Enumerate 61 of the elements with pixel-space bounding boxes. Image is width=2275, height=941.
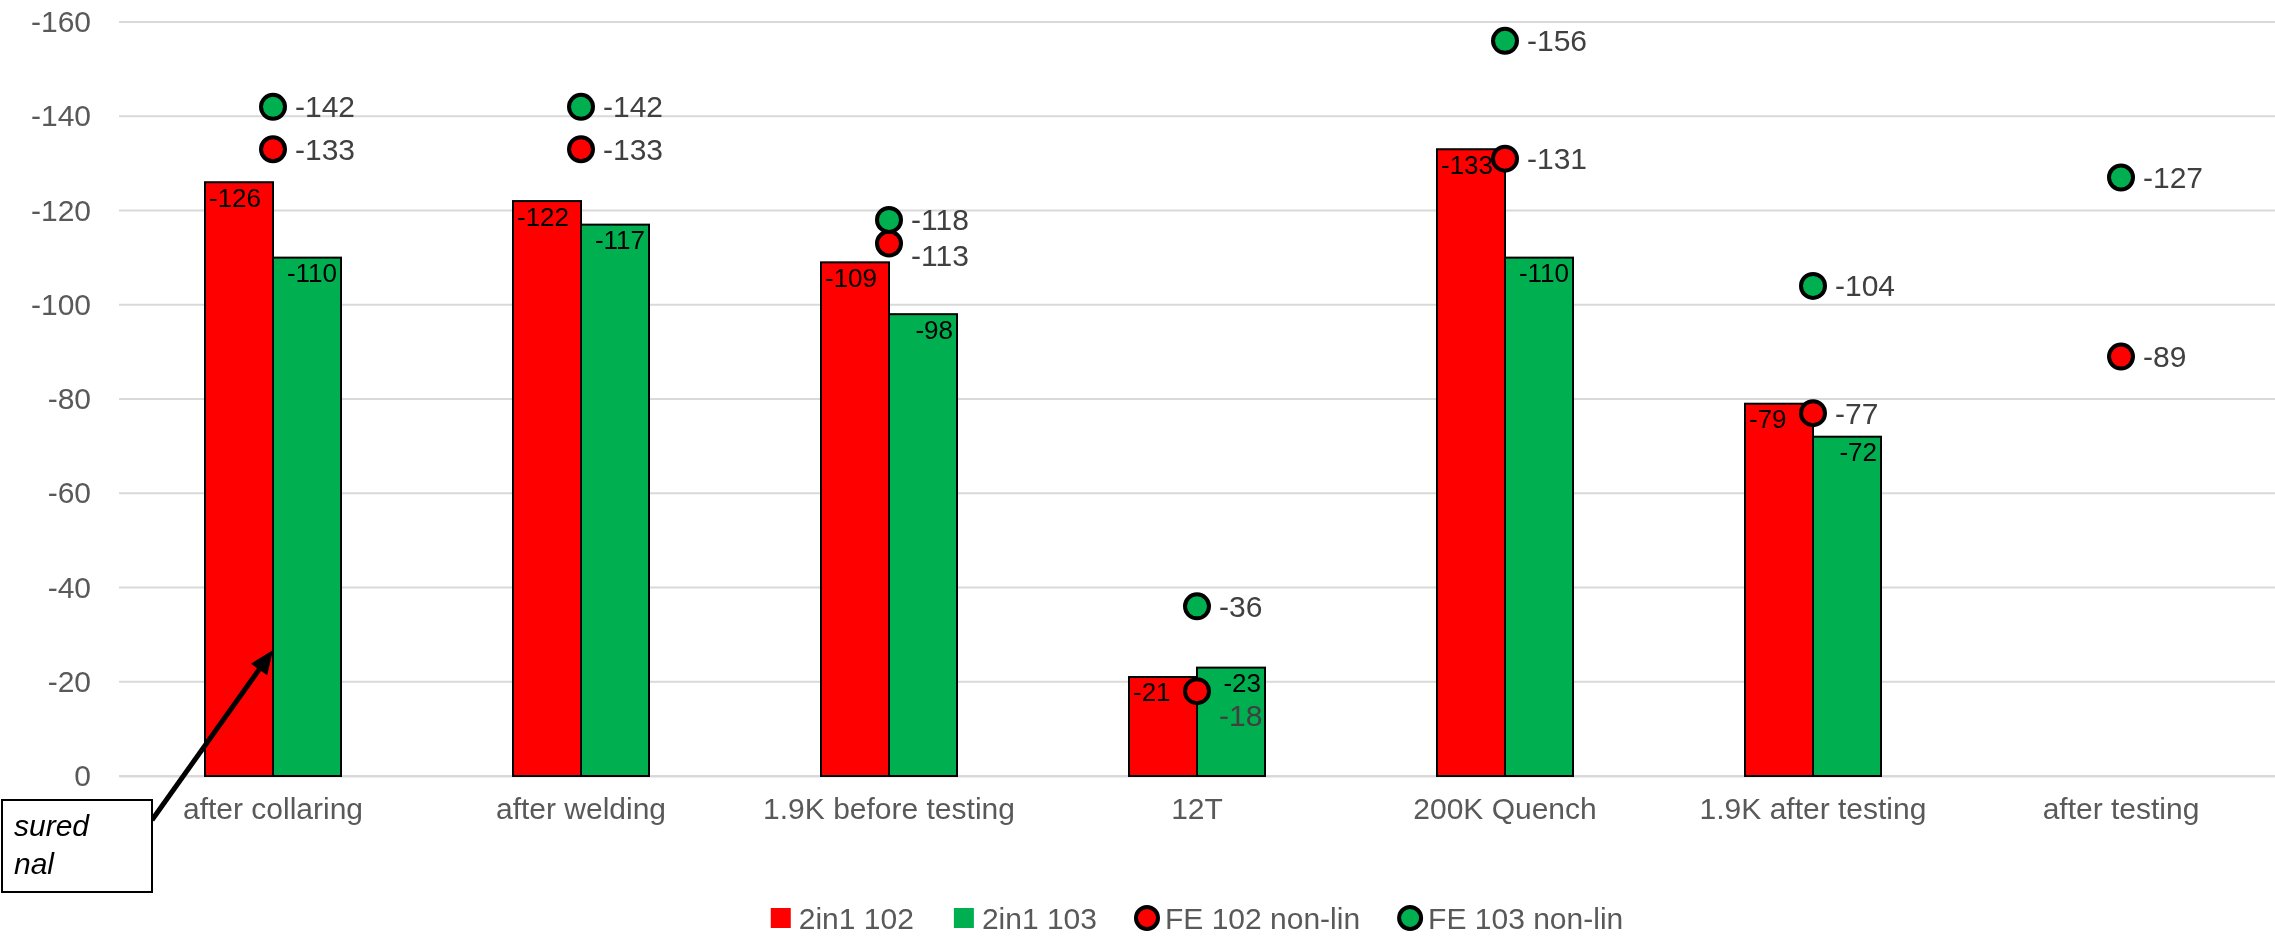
y-tick-label: -60 <box>47 476 91 510</box>
x-tick-label: 1.9K before testing <box>763 792 1015 826</box>
x-tick-label: after collaring <box>182 792 364 826</box>
data-label: -79 <box>1749 404 1787 435</box>
data-label: -77 <box>1835 396 1879 430</box>
data-label: -21 <box>1133 677 1171 708</box>
data-label: -89 <box>2143 340 2187 374</box>
data-label: -113 <box>911 239 969 273</box>
point <box>2107 163 2135 192</box>
x-tick-label: 200K Quench <box>1413 792 1597 826</box>
data-label: -156 <box>1527 24 1588 58</box>
text: sured nal <box>14 809 91 880</box>
data-label: -109 <box>825 262 878 293</box>
y-tick-label: -160 <box>30 5 91 39</box>
data-label: -142 <box>603 90 664 124</box>
data-label: -117 <box>594 225 645 256</box>
data-label: -131 <box>1527 142 1588 176</box>
point <box>875 229 903 258</box>
data-label: -18 <box>1219 699 1263 733</box>
legend-label: 2in1 102 <box>798 901 914 935</box>
data-label: -133 <box>603 132 664 166</box>
legend-label: FE 102 non-lin <box>1164 901 1361 935</box>
point <box>1799 271 1827 300</box>
x-tick-label: 1.9K after testing <box>1699 792 1927 826</box>
point <box>1799 399 1827 428</box>
point <box>259 92 287 121</box>
data-label: -36 <box>1219 589 1263 623</box>
point <box>875 205 903 234</box>
data-label: -126 <box>209 182 262 213</box>
data-label: -98 <box>915 314 953 345</box>
data-label: -110 <box>1518 258 1569 289</box>
y-tick-label: -80 <box>47 382 91 416</box>
x-tick-label: 12T <box>1171 792 1223 826</box>
y-tick-label: 0 <box>74 759 91 793</box>
data-label: -72 <box>1839 437 1877 468</box>
data-label: -104 <box>1835 269 1896 303</box>
data-label: -122 <box>517 201 570 232</box>
point <box>1491 26 1519 55</box>
legend-label: FE 103 non-lin <box>1428 901 1624 935</box>
point <box>259 135 287 164</box>
y-tick-label: -20 <box>47 664 91 698</box>
x-tick-label: after testing <box>2042 792 2200 826</box>
data-label: -133 <box>1441 149 1494 180</box>
point <box>1183 677 1211 706</box>
y-tick-label: -40 <box>47 570 91 604</box>
data-label: -23 <box>1223 668 1261 699</box>
data-label: -127 <box>2143 161 2204 195</box>
data-label: -118 <box>911 203 969 237</box>
point <box>1183 592 1211 621</box>
data-label: -110 <box>286 258 337 289</box>
y-tick-label: -100 <box>30 287 91 321</box>
point <box>567 135 595 164</box>
point <box>1491 144 1519 173</box>
data-label: -142 <box>295 90 356 124</box>
y-tick-label: -140 <box>30 99 91 133</box>
y-tick-label: -120 <box>30 193 91 227</box>
legend-label: 2in1 103 <box>981 901 1097 935</box>
x-tick-label: after welding <box>495 792 667 826</box>
data-label: -133 <box>295 132 356 166</box>
point <box>567 92 595 121</box>
point <box>2107 342 2135 371</box>
